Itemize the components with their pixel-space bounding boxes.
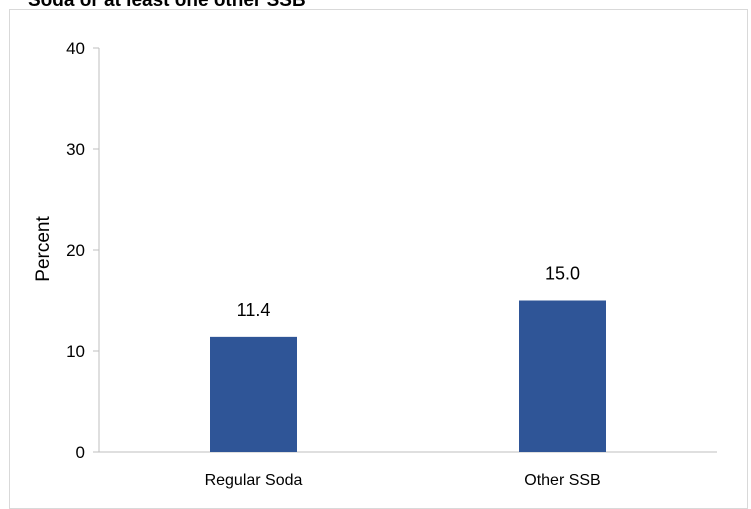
- y-tick-label: 10: [66, 342, 85, 361]
- data-label: 15.0: [545, 264, 580, 284]
- chart-axes: [98, 48, 717, 453]
- data-label: 11.4: [237, 300, 271, 320]
- y-tick-label: 30: [66, 140, 85, 159]
- y-tick-label: 20: [66, 241, 85, 260]
- y-ticks: 0 10 20 30 40: [66, 39, 99, 462]
- data-labels: 11.4 15.0: [237, 264, 580, 320]
- category-label: Regular Soda: [205, 472, 303, 489]
- y-tick-label: 0: [76, 443, 85, 462]
- y-axis-label: Percent: [33, 216, 54, 282]
- bars: [210, 300, 606, 452]
- category-label: Other SSB: [524, 472, 600, 489]
- bar: [519, 300, 606, 452]
- y-tick-label: 40: [66, 39, 85, 58]
- bar: [210, 336, 297, 452]
- chart-title: Soda or at least one other SSB: [28, 0, 306, 11]
- category-labels: Regular Soda Other SSB: [205, 472, 601, 489]
